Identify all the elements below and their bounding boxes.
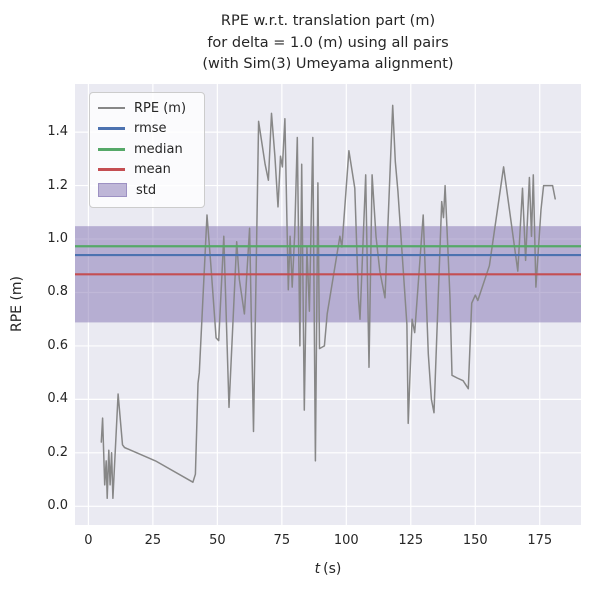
y-tick-label: 0.0 [47, 498, 68, 514]
rpe-line-swatch [98, 107, 125, 110]
rpe-series-line [100, 104, 556, 500]
legend-label-median: median [134, 141, 183, 157]
y-tick-label: 1.0 [47, 231, 68, 247]
y-tick-label: 0.8 [47, 284, 68, 300]
legend-label-mean: mean [134, 162, 171, 178]
legend-item-rpe: RPE (m) [98, 98, 196, 119]
x-tick-label: 125 [398, 533, 424, 548]
rmse-line-swatch [98, 127, 125, 131]
y-tick-label: 0.4 [47, 391, 68, 407]
x-axis-label-unit: (s) [323, 561, 342, 577]
x-axis-label: t (s) [75, 561, 581, 577]
legend-item-median: median [98, 139, 196, 160]
y-tick-label: 1.2 [47, 177, 68, 193]
mean-line-swatch [98, 168, 125, 172]
median-line-swatch [98, 147, 125, 151]
legend-item-mean: mean [98, 160, 196, 181]
x-tick-label: 150 [462, 533, 488, 548]
x-tick-label: 75 [273, 533, 291, 548]
legend-label-rpe: RPE (m) [134, 100, 187, 116]
x-tick-label: 175 [527, 533, 553, 548]
legend-label-std: std [136, 182, 157, 198]
chart-canvas [75, 84, 581, 525]
x-tick-label: 100 [333, 533, 359, 548]
legend: RPE (m) rmse median mean std [89, 92, 205, 208]
chart-title: RPE w.r.t. translation part (m) for delt… [202, 13, 454, 72]
legend-label-rmse: rmse [134, 121, 167, 137]
x-tick-label: 25 [144, 533, 162, 548]
y-tick-label: 1.4 [47, 124, 68, 140]
legend-item-std: std [98, 180, 196, 201]
plot-area [75, 84, 581, 525]
y-tick-label: 0.6 [47, 337, 68, 353]
x-tick-label: 0 [84, 533, 93, 548]
y-tick-label: 0.2 [47, 444, 68, 460]
std-patch-swatch [98, 183, 127, 198]
legend-item-rmse: rmse [98, 119, 196, 140]
x-tick-label: 50 [209, 533, 226, 548]
x-axis-label-variable: t [314, 561, 321, 577]
